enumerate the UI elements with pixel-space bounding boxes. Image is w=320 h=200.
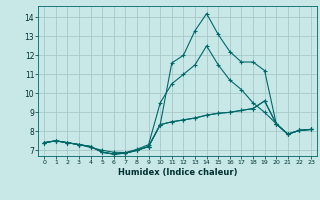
X-axis label: Humidex (Indice chaleur): Humidex (Indice chaleur)	[118, 168, 237, 177]
